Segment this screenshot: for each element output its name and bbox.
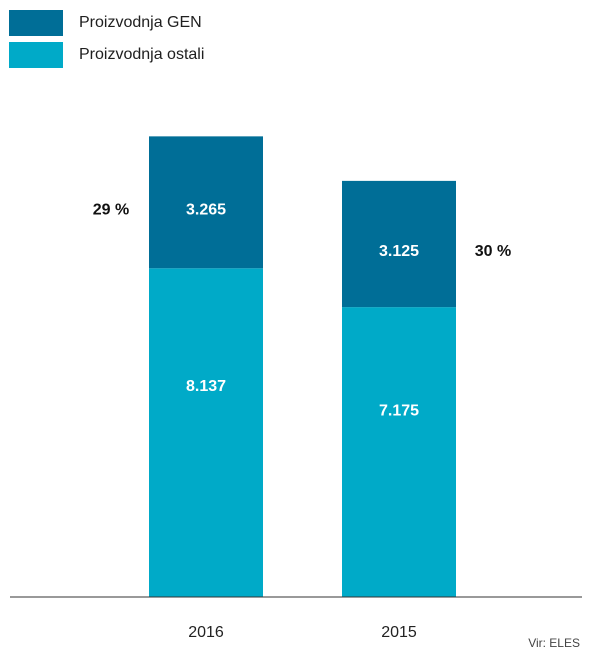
bar-gen-2015 — [342, 180, 456, 308]
bar-gen-2016 — [149, 136, 263, 269]
share-label-2016: 29 % — [93, 201, 129, 218]
bar-ostali-2015 — [342, 307, 456, 597]
legend-label-gen: Proizvodnja GEN — [79, 14, 202, 31]
x-tick-label-2015: 2015 — [381, 624, 417, 641]
value-label-ostali-2015: 7.175 — [379, 403, 419, 420]
share-label-2015: 30 % — [475, 243, 511, 260]
value-label-gen-2015: 3.125 — [379, 243, 419, 260]
legend-label-ostali: Proizvodnja ostali — [79, 46, 205, 63]
legend-item-ostali: Proizvodnja ostali — [9, 42, 204, 68]
bar-ostali-2016 — [149, 268, 263, 597]
x-tick-label-2016: 2016 — [188, 624, 224, 641]
legend-swatch-ostali — [9, 42, 63, 68]
legend-swatch-gen — [9, 10, 63, 36]
source-note: Vir: ELES — [528, 636, 580, 650]
value-label-gen-2016: 3.265 — [186, 201, 226, 218]
legend-item-gen: Proizvodnja GEN — [9, 10, 202, 36]
value-label-ostali-2016: 8.137 — [186, 378, 226, 395]
